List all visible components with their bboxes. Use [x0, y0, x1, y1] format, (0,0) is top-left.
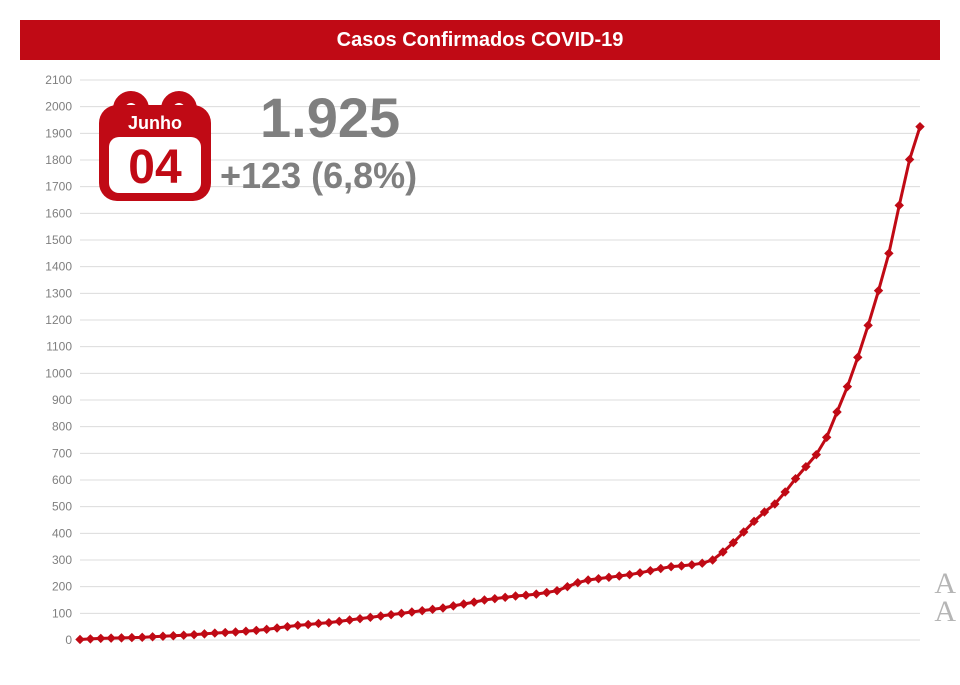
- chart-container: 0 100 200 300 400 500 600 700 800 900 1000 1100 1200…: [20, 70, 940, 670]
- data-marker: [304, 621, 312, 629]
- y-tick-label: 1000: [45, 366, 72, 380]
- data-marker: [283, 623, 291, 631]
- calendar-icon-month-label: Junho: [128, 113, 182, 133]
- y-tick-label: 1100: [46, 340, 72, 354]
- chart-title-band: Casos Confirmados COVID-19: [20, 20, 940, 60]
- data-marker: [626, 571, 634, 579]
- data-marker: [532, 590, 540, 598]
- page: Casos Confirmados COVID-19 0 100 200 300 400…: [0, 0, 960, 685]
- y-tick-label: 1500: [45, 233, 72, 247]
- data-marker: [397, 609, 405, 617]
- y-tick-label: 1800: [45, 153, 72, 167]
- data-marker: [366, 613, 374, 621]
- y-tick-label: 0: [65, 633, 72, 647]
- data-marker: [906, 155, 914, 163]
- data-marker: [200, 630, 208, 638]
- data-marker: [242, 627, 250, 635]
- y-tick-label: 1400: [45, 260, 72, 274]
- data-marker: [615, 572, 623, 580]
- data-marker: [97, 634, 105, 642]
- data-marker: [543, 589, 551, 597]
- data-marker: [221, 629, 229, 637]
- data-marker: [190, 631, 198, 639]
- data-marker: [833, 408, 841, 416]
- data-marker: [159, 632, 167, 640]
- data-marker: [439, 604, 447, 612]
- data-marker: [356, 615, 364, 623]
- y-tick-label: 300: [52, 553, 72, 567]
- y-tick-label: 400: [52, 526, 72, 540]
- data-marker: [563, 583, 571, 591]
- footer-mark-letter-1: A: [934, 569, 956, 597]
- data-marker: [480, 596, 488, 604]
- data-marker: [667, 563, 675, 571]
- data-marker: [232, 628, 240, 636]
- data-marker: [460, 600, 468, 608]
- data-marker: [449, 602, 457, 610]
- data-marker: [346, 616, 354, 624]
- data-marker: [843, 383, 851, 391]
- data-marker: [854, 353, 862, 361]
- data-marker: [86, 635, 94, 643]
- data-marker: [491, 595, 499, 603]
- data-marker: [636, 569, 644, 577]
- data-marker: [315, 619, 323, 627]
- data-marker: [335, 617, 343, 625]
- y-tick-label: 600: [52, 473, 72, 487]
- data-marker: [252, 626, 260, 634]
- y-tick-label: 200: [52, 580, 72, 594]
- data-marker: [325, 619, 333, 627]
- y-tick-label: 500: [52, 500, 72, 514]
- y-tick-label: 100: [52, 606, 72, 620]
- chart-title-text: Casos Confirmados COVID-19: [337, 29, 624, 51]
- data-marker: [263, 625, 271, 633]
- data-marker: [688, 561, 696, 569]
- data-marker: [864, 321, 872, 329]
- data-marker: [501, 593, 509, 601]
- y-tick-label: 1300: [45, 286, 72, 300]
- data-marker: [169, 632, 177, 640]
- y-tick-label: 700: [52, 446, 72, 460]
- data-marker: [574, 579, 582, 587]
- data-marker: [916, 123, 924, 131]
- y-tick-label: 1600: [45, 206, 72, 220]
- data-marker: [294, 621, 302, 629]
- data-marker: [408, 608, 416, 616]
- data-marker: [885, 249, 893, 257]
- data-marker: [470, 598, 478, 606]
- calendar-icon: Junho 04: [95, 85, 215, 205]
- data-marker: [646, 567, 654, 575]
- data-marker: [180, 631, 188, 639]
- data-marker: [117, 634, 125, 642]
- data-marker: [895, 201, 903, 209]
- y-tick-label: 1700: [45, 180, 72, 194]
- data-marker: [553, 587, 561, 595]
- data-marker: [512, 592, 520, 600]
- data-marker: [107, 634, 115, 642]
- calendar-icon-svg: Junho 04: [95, 85, 215, 205]
- data-marker: [429, 605, 437, 613]
- y-tick-label: 1900: [45, 126, 72, 140]
- data-marker: [605, 573, 613, 581]
- data-marker: [211, 629, 219, 637]
- data-marker: [584, 576, 592, 584]
- y-tick-label: 2000: [45, 100, 72, 114]
- data-marker: [677, 562, 685, 570]
- data-marker: [522, 591, 530, 599]
- y-tick-label: 900: [52, 393, 72, 407]
- data-marker: [387, 611, 395, 619]
- y-tick-label: 800: [52, 420, 72, 434]
- data-marker: [595, 575, 603, 583]
- y-tick-label: 1200: [45, 313, 72, 327]
- headline-delta: +123 (6,8%): [220, 155, 417, 197]
- calendar-icon-day-label: 04: [128, 141, 182, 194]
- data-marker: [273, 624, 281, 632]
- data-marker: [76, 635, 84, 643]
- y-tick-label: 2100: [45, 73, 72, 87]
- data-marker: [657, 565, 665, 573]
- footer-mark-letter-2: A: [934, 597, 956, 625]
- footer-mark-letters: A A: [934, 569, 956, 625]
- headline-total: 1.925: [260, 85, 400, 150]
